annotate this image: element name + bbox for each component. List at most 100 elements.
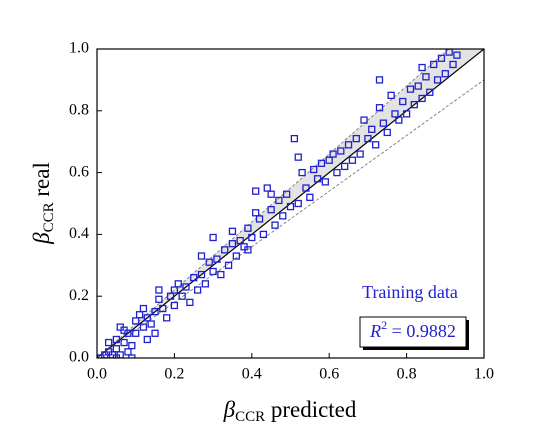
data-point (387, 91, 395, 99)
data-point (348, 156, 357, 164)
data-point (197, 252, 206, 260)
x-text: predicted (271, 397, 357, 422)
data-point (333, 168, 341, 177)
data-point (252, 187, 260, 195)
y-tick-label: 0.8 (69, 101, 89, 118)
data-point (317, 159, 326, 167)
data-point (414, 82, 422, 90)
data-point (271, 221, 279, 229)
data-point (170, 301, 179, 310)
y-text: real (29, 162, 54, 196)
data-point (201, 280, 210, 288)
data-point (422, 73, 430, 81)
data-point (383, 128, 391, 137)
data-point (174, 280, 182, 288)
x-symbol: β (223, 397, 236, 422)
data-point (155, 286, 163, 294)
data-point (163, 314, 171, 322)
reference-line (97, 79, 484, 358)
x-tick-label: 0.8 (397, 366, 417, 383)
data-point (282, 190, 291, 198)
data-point (217, 270, 225, 279)
data-point (135, 311, 144, 319)
data-point (128, 354, 136, 358)
data-point (213, 255, 221, 263)
data-point (228, 240, 237, 248)
data-point (286, 202, 295, 211)
data-point (139, 304, 148, 313)
data-point (151, 329, 159, 337)
data-point (267, 206, 275, 214)
data-point (104, 338, 113, 347)
data-point (252, 209, 260, 217)
data-point (298, 168, 306, 177)
data-point (294, 199, 302, 208)
reference-line (97, 49, 450, 358)
data-point (437, 54, 446, 62)
y-symbol: β (29, 232, 54, 245)
data-point (159, 304, 167, 313)
data-point (356, 150, 364, 158)
data-point (221, 246, 229, 254)
data-point (364, 134, 372, 143)
data-point (267, 190, 275, 198)
data-point (112, 335, 120, 344)
data-point (341, 162, 349, 171)
data-point (399, 97, 407, 106)
r2-superscript: 2 (381, 318, 387, 332)
data-point (143, 335, 151, 344)
data-point (329, 150, 337, 158)
data-point (290, 134, 299, 143)
data-point (449, 60, 457, 69)
x-tick-label: 1.0 (474, 366, 494, 383)
data-point (433, 76, 442, 84)
data-point (406, 85, 415, 93)
data-point (379, 119, 388, 127)
data-point (120, 338, 128, 347)
legend-label: Training data (362, 282, 458, 302)
y-axis-label: βCCR real (29, 162, 57, 245)
data-point (193, 286, 202, 294)
data-point (186, 298, 194, 307)
data-point (259, 230, 268, 239)
y-tick-label: 0.4 (69, 225, 89, 242)
data-point (371, 141, 380, 149)
data-point (166, 292, 175, 300)
data-point (209, 233, 217, 242)
data-point (294, 153, 302, 161)
data-point (410, 100, 418, 109)
data-point (151, 307, 159, 316)
data-point (178, 292, 186, 300)
data-point (344, 141, 353, 149)
data-point (453, 51, 461, 59)
data-point (321, 178, 329, 186)
data-point (244, 246, 252, 254)
data-point (306, 193, 314, 201)
r2-value: = 0.9882 (392, 321, 456, 341)
data-point (375, 76, 384, 84)
data-point (197, 270, 206, 279)
data-point (236, 236, 244, 245)
data-point (132, 317, 140, 325)
data-point (205, 258, 213, 266)
y-tick-label: 0.0 (69, 349, 89, 366)
data-point (325, 156, 333, 164)
x-subscript: CCR (235, 409, 265, 425)
data-point (143, 314, 151, 322)
data-point (313, 175, 322, 183)
data-point (375, 104, 384, 112)
plot-area (97, 49, 484, 358)
data-point (209, 267, 217, 276)
data-point (224, 261, 233, 269)
data-point (430, 60, 438, 69)
data-point (112, 354, 120, 358)
data-point (97, 354, 105, 358)
data-point (279, 212, 287, 220)
data-point (190, 274, 198, 282)
data-point (395, 116, 403, 124)
data-point (244, 224, 252, 232)
data-point (441, 70, 449, 78)
data-point (128, 341, 136, 350)
data-point (232, 252, 240, 260)
